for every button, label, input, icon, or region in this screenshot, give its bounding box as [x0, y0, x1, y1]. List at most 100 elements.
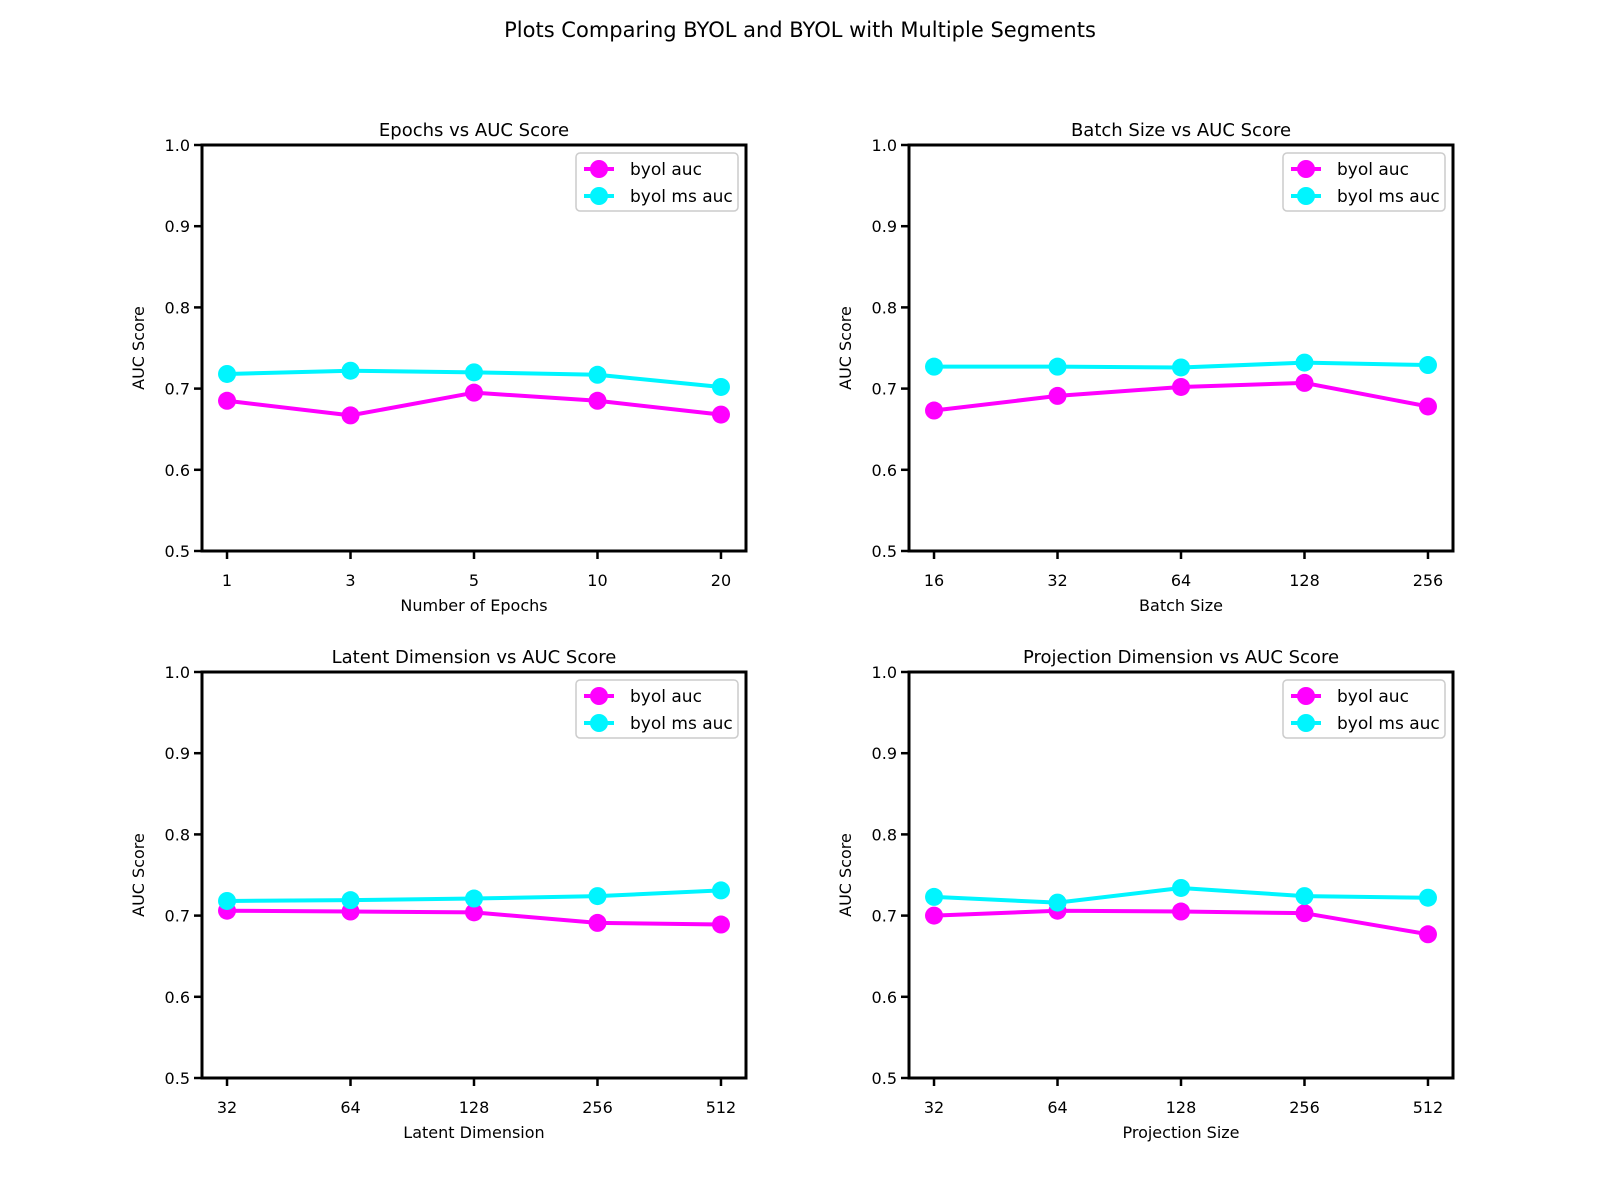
- panel-4-xtick-label: 128: [1166, 1098, 1197, 1117]
- panel-3-xtick-label: 64: [340, 1098, 360, 1117]
- panel-3-title: Latent Dimension vs AUC Score: [332, 647, 617, 668]
- panel-3-ytick-label: 0.9: [165, 744, 190, 763]
- panel-4-xtick-label: 512: [1413, 1098, 1444, 1117]
- panel-2-series-1-point: [1048, 386, 1067, 405]
- panel-3-legend-label-2: byol ms auc: [630, 714, 733, 734]
- panel-1-legend-label-1: byol auc: [630, 160, 702, 180]
- panel-4-ytick-label: 0.6: [872, 988, 897, 1007]
- panel-2-ytick-label: 0.6: [872, 461, 897, 480]
- panel-2-ytick-label: 0.5: [872, 542, 897, 561]
- panel-4-ytick-label: 1.0: [872, 663, 897, 682]
- panel-2-series-1-point: [1172, 377, 1190, 396]
- panel-1-series-1-point: [341, 406, 360, 425]
- panel-1-series-2-point: [341, 361, 360, 380]
- panel-3-series-2-point: [218, 891, 237, 910]
- panel-3-xtick-label: 32: [217, 1098, 237, 1117]
- panel-1-series-2-point: [588, 365, 607, 384]
- panel-1-series-1-point: [465, 383, 483, 402]
- panel-2-series-1-point: [1295, 373, 1314, 392]
- panel-4-xtick-label: 32: [924, 1098, 944, 1117]
- panel-3-series-1-point: [711, 915, 730, 934]
- panel-1-series-2-point: [711, 377, 730, 396]
- panel-1-ytick-label: 0.6: [165, 461, 190, 480]
- panel-1-xtick-label: 20: [711, 571, 731, 590]
- panel-2-ytick-label: 0.8: [872, 298, 897, 317]
- panel-4-ytick-label: 0.8: [872, 825, 897, 844]
- panel-2-series-2-point: [1295, 353, 1314, 372]
- panel-4-series-2-point: [1418, 888, 1437, 907]
- panel-2-ytick-label: 1.0: [872, 136, 897, 155]
- panel-3-ytick-label: 1.0: [165, 663, 190, 682]
- panel-4-series-1-point: [1172, 902, 1190, 921]
- panel-4-series-1-point: [1418, 925, 1437, 944]
- panel-1-xtick-label: 3: [345, 571, 355, 590]
- panel-4-series-2-point: [1048, 893, 1067, 912]
- panel-1-ytick-label: 1.0: [165, 136, 190, 155]
- panel-1-legend-box: [575, 152, 739, 212]
- panel-2-series-2-point: [925, 357, 944, 376]
- panel-2-legend-marker-1: [1297, 160, 1315, 178]
- panel-3-series-1-point: [465, 903, 483, 922]
- panel-4-series-2-point: [1295, 887, 1314, 906]
- panel-2-xtick-label: 128: [1289, 571, 1320, 590]
- panel-2-xtick-label: 16: [924, 571, 944, 590]
- panel-2-xlabel: Batch Size: [1139, 596, 1223, 615]
- panel-2-series-2-point: [1418, 356, 1437, 375]
- panel-3-legend-label-1: byol auc: [630, 687, 702, 707]
- figure-title: Plots Comparing BYOL and BYOL with Multi…: [504, 18, 1096, 42]
- panel-3-series-1-point: [588, 913, 607, 932]
- panel-2-xtick-label: 32: [1047, 571, 1067, 590]
- panel-3-xtick-label: 256: [582, 1098, 613, 1117]
- panel-2-title: Batch Size vs AUC Score: [1071, 120, 1291, 141]
- panel-2-series-1-point: [925, 401, 944, 420]
- panel-2-legend-label-1: byol auc: [1337, 160, 1409, 180]
- panel-1-legend-marker-2: [590, 187, 608, 205]
- panel-1-ylabel: AUC Score: [129, 306, 148, 390]
- panel-3-ytick-label: 0.5: [165, 1069, 190, 1088]
- panel-3-series-2-point: [341, 891, 360, 910]
- panel-4-ytick-label: 0.9: [872, 744, 897, 763]
- panel-3-xtick-label: 128: [459, 1098, 490, 1117]
- panel-4-ytick-label: 0.5: [872, 1069, 897, 1088]
- panel-3-legend-marker-1: [590, 687, 608, 705]
- panel-1-title: Epochs vs AUC Score: [379, 120, 569, 141]
- panel-1-legend-label-2: byol ms auc: [630, 187, 733, 207]
- panel-1-series-1-point: [218, 391, 237, 410]
- panel-4-xtick-label: 256: [1289, 1098, 1320, 1117]
- panel-4-series-2-point: [925, 887, 944, 906]
- panel-2-xtick-label: 256: [1413, 571, 1444, 590]
- panel-4-xlabel: Projection Size: [1122, 1123, 1239, 1142]
- panel-3-legend-box: [575, 679, 739, 739]
- panel-2-ytick-label: 0.7: [872, 380, 897, 399]
- panel-4-xtick-label: 64: [1047, 1098, 1067, 1117]
- panel-3-ytick-label: 0.8: [165, 825, 190, 844]
- panel-1-series-2-point: [465, 363, 483, 382]
- panel-2-ylabel: AUC Score: [836, 306, 855, 390]
- panel-2-legend-label-2: byol ms auc: [1337, 187, 1440, 207]
- panel-1-legend-marker-1: [590, 160, 608, 178]
- panel-1-ytick-label: 0.8: [165, 298, 190, 317]
- panel-4-legend-box: [1282, 679, 1446, 739]
- panel-3-ylabel: AUC Score: [129, 833, 148, 917]
- panel-1-series-1-point: [711, 405, 730, 424]
- panel-1-ytick-label: 0.7: [165, 380, 190, 399]
- panel-2-series-1-point: [1418, 397, 1437, 416]
- panel-3-xlabel: Latent Dimension: [403, 1123, 544, 1142]
- panel-1-series-2-point: [218, 364, 237, 383]
- panel-1-ytick-label: 0.5: [165, 542, 190, 561]
- panel-1-ytick-label: 0.9: [165, 217, 190, 236]
- panel-3-legend-marker-2: [590, 714, 608, 732]
- panel-4-ylabel: AUC Score: [836, 833, 855, 917]
- panel-3-series-2-point: [711, 881, 730, 900]
- panel-4-legend-marker-2: [1297, 714, 1315, 732]
- panel-4-series-2-point: [1172, 878, 1190, 897]
- panel-3-xtick-label: 512: [706, 1098, 737, 1117]
- panel-1-xtick-label: 5: [469, 571, 479, 590]
- panel-4-series-1-point: [1295, 904, 1314, 923]
- panel-2-series-2-point: [1048, 357, 1067, 376]
- panel-3-ytick-label: 0.7: [165, 907, 190, 926]
- panel-1-series-1-point: [588, 391, 607, 410]
- panel-2-legend-marker-2: [1297, 187, 1315, 205]
